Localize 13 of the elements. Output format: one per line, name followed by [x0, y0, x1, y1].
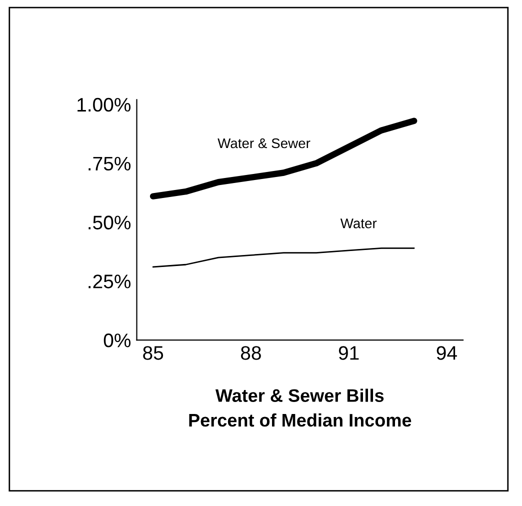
y-tick-label: 0% — [104, 334, 131, 348]
y-tick-label: .50% — [88, 216, 131, 230]
x-tick-label: 94 — [436, 346, 457, 360]
x-axis-title: Water & Sewer Bills Percent of Median Income — [189, 388, 412, 427]
x-tick-label: 85 — [143, 346, 164, 360]
series-label: Water & Sewer — [218, 138, 310, 148]
y-tick-label: 1.00% — [78, 98, 131, 112]
y-tick-label: .25% — [88, 274, 131, 288]
x-tick-label: 88 — [240, 346, 261, 360]
x-tick-label: 91 — [338, 346, 359, 360]
y-tick-label: .75% — [88, 156, 131, 171]
series-label: Water — [340, 218, 377, 228]
line-series — [152, 247, 415, 268]
